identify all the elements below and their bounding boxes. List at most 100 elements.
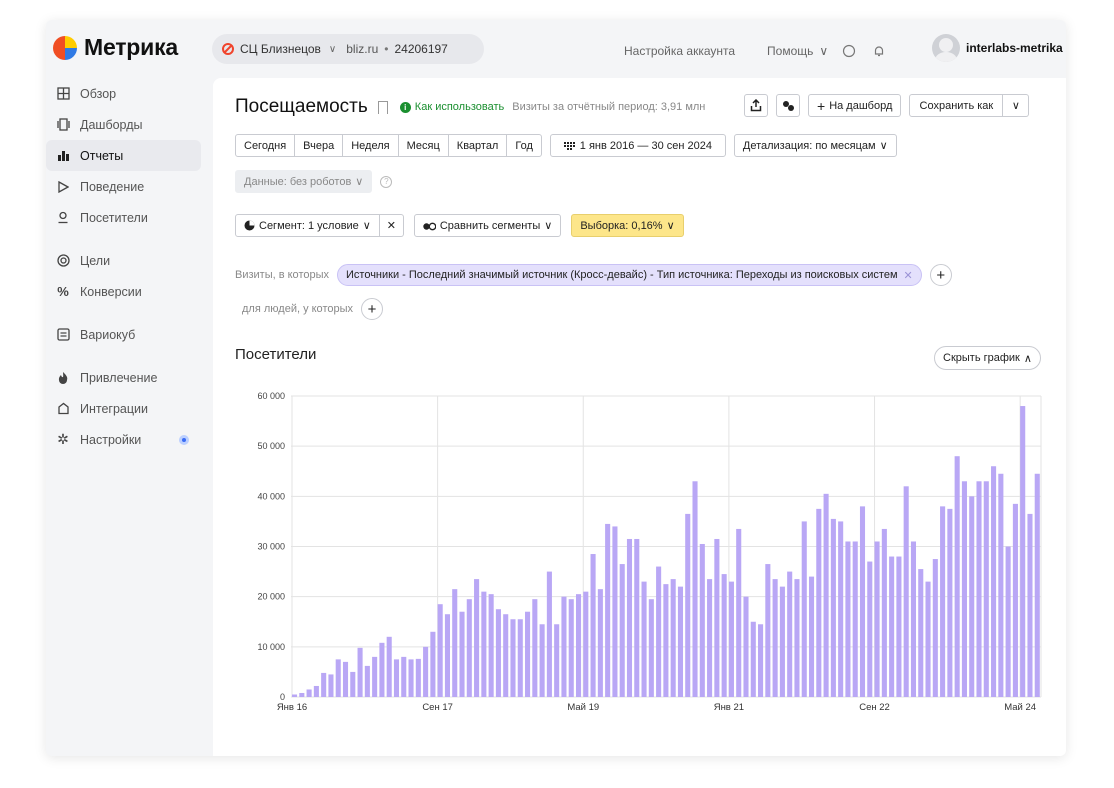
add-people-condition-button[interactable]: + bbox=[361, 298, 383, 320]
sidebar-item-label: Посетители bbox=[80, 210, 148, 225]
chevron-down-icon: ∨ bbox=[362, 220, 371, 232]
sidebar-item-label: Обзор bbox=[80, 86, 117, 101]
close-icon[interactable]: ✕ bbox=[903, 269, 913, 282]
add-to-dashboard-button[interactable]: + На дашборд bbox=[808, 94, 902, 117]
counter-separator: • bbox=[384, 42, 389, 56]
chart-bar bbox=[721, 574, 727, 697]
sidebar-item-acquisition[interactable]: Привлечение bbox=[46, 362, 201, 393]
chat-icon[interactable] bbox=[840, 42, 858, 60]
play-icon bbox=[56, 180, 70, 194]
date-range-label: 1 янв 2016 — 30 сен 2024 bbox=[579, 139, 712, 152]
sidebar-item-label: Интеграции bbox=[80, 401, 149, 416]
chart-bar bbox=[488, 594, 494, 697]
sidebar-item-dashboards[interactable]: Дашборды bbox=[46, 109, 201, 140]
help-menu[interactable]: Помощь ∨ bbox=[767, 44, 828, 58]
metrika-logo[interactable]: Метрика bbox=[52, 34, 178, 61]
chart-bar bbox=[415, 658, 421, 697]
chart-bar bbox=[998, 473, 1004, 697]
report-header: Посещаемость i Как использовать Визиты з… bbox=[235, 96, 705, 118]
chart-bar bbox=[444, 614, 450, 697]
chart-bar bbox=[532, 599, 538, 697]
add-visit-condition-button[interactable]: + bbox=[929, 264, 952, 286]
sidebar-item-reports[interactable]: Отчеты bbox=[46, 140, 201, 171]
chart-bar bbox=[896, 556, 902, 697]
account-settings-link[interactable]: Настройка аккаунта bbox=[624, 44, 736, 58]
chart-bar bbox=[838, 521, 844, 697]
period-quarter[interactable]: Квартал bbox=[447, 134, 508, 157]
chart-bar bbox=[517, 619, 523, 697]
period-month[interactable]: Месяц bbox=[397, 134, 449, 157]
detail-dropdown[interactable]: Детализация: по месяцам ∨ bbox=[733, 134, 897, 157]
bell-icon[interactable] bbox=[870, 42, 888, 60]
sidebar-item-behavior[interactable]: Поведение bbox=[46, 171, 201, 202]
sidebar-item-integrations[interactable]: Интеграции bbox=[46, 393, 201, 424]
period-week[interactable]: Неделя bbox=[342, 134, 399, 157]
compare-label: Сравнить сегменты bbox=[439, 219, 541, 232]
chart-bar bbox=[364, 665, 370, 697]
sidebar-item-visitors[interactable]: Посетители bbox=[46, 202, 201, 233]
counter-selector[interactable]: СЦ Близнецов ∨ bliz.ru • 24206197 bbox=[212, 34, 484, 64]
chart-bar bbox=[590, 554, 596, 697]
bookmark-icon[interactable] bbox=[377, 100, 388, 114]
close-icon: ✕ bbox=[386, 220, 396, 232]
sidebar-item-goals[interactable]: Цели bbox=[46, 245, 201, 276]
export-button[interactable] bbox=[744, 94, 768, 117]
chart-bar bbox=[357, 647, 363, 697]
clear-segment-button[interactable]: ✕ bbox=[379, 214, 404, 237]
chart-bar bbox=[1020, 406, 1026, 697]
chart-bar bbox=[525, 611, 531, 697]
compare-icon bbox=[423, 222, 436, 231]
chart-bar bbox=[474, 579, 480, 697]
counter-status-icon bbox=[222, 43, 234, 55]
user-menu[interactable]: interlabs-metrika bbox=[932, 34, 1063, 62]
brand-name: Метрика bbox=[84, 34, 179, 60]
chart-bar bbox=[1012, 503, 1018, 697]
sample-dropdown[interactable]: Выборка: 0,16% ∨ bbox=[571, 214, 684, 237]
x-tick-label: Май 19 bbox=[567, 702, 599, 713]
chart-bar bbox=[546, 571, 552, 697]
sidebar-item-settings[interactable]: ✲ Настройки bbox=[46, 424, 201, 455]
chart-bar bbox=[947, 508, 953, 697]
chart-bar bbox=[932, 559, 938, 697]
visitor-icon bbox=[56, 211, 70, 225]
chart-bar bbox=[867, 561, 873, 697]
segment-pie-button[interactable] bbox=[776, 94, 800, 117]
detail-label: Детализация: по месяцам bbox=[742, 139, 876, 152]
save-as-button[interactable]: Сохранить как bbox=[909, 94, 1004, 117]
help-icon[interactable]: ? bbox=[380, 175, 393, 188]
compare-segments-dropdown[interactable]: Сравнить сегменты ∨ bbox=[413, 214, 562, 237]
plus-icon: + bbox=[817, 97, 826, 114]
segment-dropdown[interactable]: Сегмент: 1 условие ∨ bbox=[235, 214, 380, 237]
chart-bar bbox=[925, 581, 931, 697]
save-as-dropdown[interactable]: ∨ bbox=[1003, 94, 1030, 117]
sidebar-item-variocube[interactable]: Вариокуб bbox=[46, 319, 201, 350]
chart-bar bbox=[794, 579, 800, 697]
date-range-picker[interactable]: 1 янв 2016 — 30 сен 2024 bbox=[549, 134, 726, 157]
chart-bar bbox=[954, 456, 960, 697]
robots-filter-dropdown[interactable]: Данные: без роботов ∨ bbox=[235, 170, 373, 193]
period-today[interactable]: Сегодня bbox=[235, 134, 296, 157]
hide-chart-button[interactable]: Скрыть график ∧ bbox=[934, 346, 1041, 370]
sidebar-item-label: Привлечение bbox=[80, 370, 158, 385]
sidebar-item-label: Дашборды bbox=[80, 117, 143, 132]
chart-bar bbox=[481, 591, 487, 697]
chart-bar bbox=[372, 656, 378, 697]
sidebar: Обзор Дашборды Отчеты Поведение Посетите… bbox=[46, 78, 206, 455]
sidebar-item-label: Отчеты bbox=[80, 148, 124, 163]
chart-bar bbox=[918, 569, 924, 697]
chart-bar bbox=[452, 589, 458, 697]
chevron-down-icon: ∨ bbox=[328, 43, 337, 55]
chart-bar bbox=[401, 656, 407, 697]
filter-chip[interactable]: Источники - Последний значимый источник … bbox=[337, 264, 922, 286]
save-as-group: Сохранить как ∨ bbox=[909, 94, 1030, 117]
y-tick-label: 10 000 bbox=[257, 642, 285, 652]
sidebar-item-conversions[interactable]: % Конверсии bbox=[46, 276, 201, 307]
period-yesterday[interactable]: Вчера bbox=[294, 134, 344, 157]
sidebar-item-overview[interactable]: Обзор bbox=[46, 78, 201, 109]
gear-icon: ✲ bbox=[57, 431, 69, 447]
chart-bar bbox=[583, 591, 589, 697]
counter-name: СЦ Близнецов bbox=[240, 42, 321, 56]
how-to-use-link[interactable]: i Как использовать bbox=[399, 101, 504, 113]
period-year[interactable]: Год bbox=[506, 134, 542, 157]
chart-bar bbox=[648, 599, 654, 697]
